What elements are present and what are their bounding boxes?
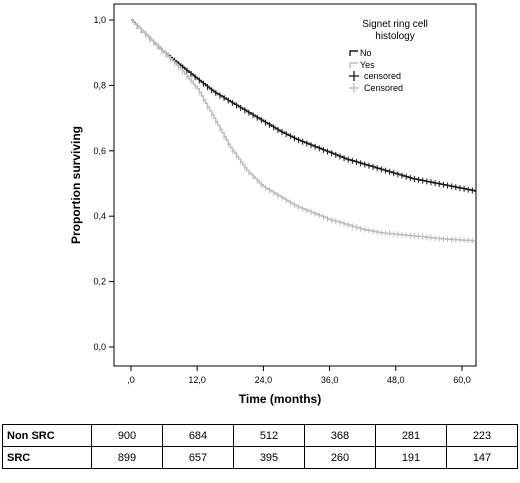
y-tick-label: 0,0 [93, 342, 106, 352]
x-axis-title: Time (months) [239, 392, 321, 406]
legend-title-line-1: Signet ring cell [362, 19, 428, 30]
y-tick-label: 1,0 [93, 15, 106, 25]
table-cell: 899 [91, 446, 163, 469]
censor-marks-yes [136, 23, 473, 244]
x-tick-label: 36,0 [321, 375, 339, 385]
table-cell: 281 [375, 424, 447, 447]
table-cell: 147 [446, 446, 518, 469]
table-cell: 900 [91, 424, 163, 447]
y-tick-label: 0,4 [93, 211, 106, 221]
series-line-no [131, 19, 476, 192]
legend-entry-censored-no: censored [349, 71, 401, 81]
y-axis-title: Proportion surviving [69, 126, 83, 244]
x-axis: ,0 12,0 24,0 36,0 48,0 60,0 [127, 366, 471, 385]
row-label: SRC [2, 446, 92, 469]
table-row-non-src: Non SRC 900 684 512 368 281 223 [2, 424, 518, 447]
legend-label-no: No [360, 48, 372, 58]
table-cell: 368 [304, 424, 376, 447]
table-cell: 657 [162, 446, 234, 469]
legend-label-yes: Yes [360, 60, 375, 70]
x-tick-label: 12,0 [188, 375, 206, 385]
legend-entry-no: No [349, 48, 372, 58]
table-cell: 260 [304, 446, 376, 469]
table-cell: 191 [375, 446, 447, 469]
y-axis: 0,0 0,2 0,4 0,6 0,8 1,0 [93, 15, 114, 352]
table-cell: 512 [233, 424, 305, 447]
numbers-at-risk-table: Non SRC 900 684 512 368 281 223 SRC 899 … [2, 424, 518, 469]
y-tick-label: 0,8 [93, 80, 106, 90]
x-tick-label: ,0 [127, 375, 135, 385]
legend-entry-yes: Yes [349, 60, 375, 70]
legend-swatch-no [349, 50, 358, 56]
legend-label-censored-yes: Censored [364, 83, 403, 93]
plot-frame [113, 3, 477, 367]
row-label: Non SRC [2, 424, 92, 447]
table-cell: 395 [233, 446, 305, 469]
y-tick-label: 0,2 [93, 277, 106, 287]
table-cell: 223 [446, 424, 518, 447]
legend-label-censored-no: censored [364, 71, 401, 81]
legend: Signet ring cell histology No Yes censor… [349, 19, 428, 93]
x-tick-label: 48,0 [387, 375, 405, 385]
table-cell: 684 [162, 424, 234, 447]
legend-title-line-2: histology [375, 31, 414, 42]
series-line-yes [131, 19, 476, 242]
x-tick-label: 24,0 [255, 375, 273, 385]
y-tick-label: 0,6 [93, 146, 106, 156]
survival-chart: 0,0 0,2 0,4 0,6 0,8 1,0 ,0 12,0 24,0 36,0 48,0 60,… [69, 3, 477, 406]
x-tick-label: 60,0 [453, 375, 471, 385]
legend-swatch-yes [349, 62, 358, 68]
series-layer [131, 19, 476, 244]
table-row-src: SRC 899 657 395 260 191 147 [2, 446, 518, 469]
legend-entry-censored-yes: Censored [349, 83, 403, 93]
